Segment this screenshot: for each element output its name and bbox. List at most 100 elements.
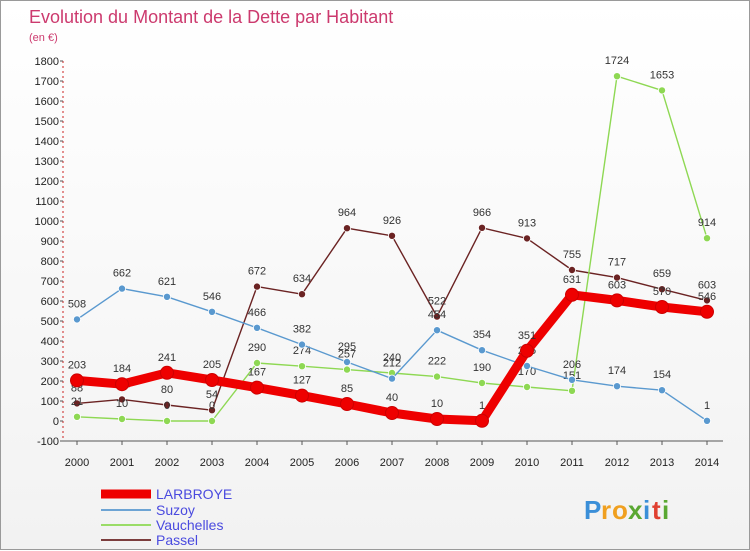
y-tick-label: 100 [41,396,59,408]
data-point-larbroye [70,373,84,388]
data-label-passel: 634 [293,273,311,285]
data-point-vauchelles [342,365,351,374]
data-label-suzoy: 662 [113,268,131,280]
y-tick-label: 500 [41,316,59,328]
x-tick-label: 2006 [335,457,359,469]
data-label-suzoy: 382 [293,324,311,336]
data-label-vauchelles: 222 [428,356,446,368]
data-label-vauchelles: 1653 [650,69,674,81]
data-label-vauchelles: 914 [698,217,716,229]
data-point-larbroye [115,377,129,392]
y-tick-label: 1300 [35,156,59,168]
data-point-suzoy [73,315,82,324]
data-label-larbroye: 631 [563,274,581,286]
x-tick-label: 2008 [425,457,449,469]
y-tick-label: 900 [41,236,59,248]
data-point-vauchelles [568,386,577,395]
data-point-suzoy [342,357,351,366]
data-point-larbroye [385,406,399,420]
data-point-vauchelles [297,362,306,371]
data-point-passel [118,395,127,404]
data-point-passel [342,224,351,233]
data-point-vauchelles [162,416,171,425]
axes-group: -100010020030040050060070080090010001100… [35,56,723,469]
data-point-vauchelles [523,382,532,391]
data-point-passel [387,231,396,240]
data-label-passel: 913 [518,217,536,229]
x-tick-label: 2001 [110,457,134,469]
data-point-vauchelles [207,416,216,425]
data-label-suzoy: 621 [158,276,176,288]
data-label-larbroye: 205 [203,359,221,371]
data-label-suzoy: 546 [203,291,221,303]
data-point-passel [703,296,712,305]
data-point-passel [658,285,667,294]
data-point-vauchelles [703,234,712,243]
data-label-larbroye: 603 [608,279,626,291]
data-label-larbroye: 203 [68,359,86,371]
data-label-suzoy: 154 [653,369,671,381]
legend-label-passel: Passel [156,532,198,548]
data-label-vauchelles: 1724 [605,55,629,67]
x-tick-label: 2005 [290,457,314,469]
data-label-suzoy: 508 [68,298,86,310]
y-tick-label: 1200 [35,176,59,188]
x-tick-label: 2004 [245,457,269,469]
data-label-vauchelles: 290 [248,342,266,354]
data-point-larbroye [160,365,174,380]
data-label-larbroye: 1 [479,400,485,412]
data-point-larbroye [565,287,579,302]
data-point-suzoy [432,326,441,335]
y-tick-label: 200 [41,376,59,388]
data-point-vauchelles [477,378,486,387]
logo-letter: i [643,495,650,525]
data-label-larbroye: 351 [518,330,536,342]
logo-letter: r [601,495,611,525]
x-tick-label: 2003 [200,457,224,469]
data-point-suzoy [297,340,306,349]
data-point-passel [523,234,532,243]
data-label-vauchelles: 257 [338,349,356,361]
data-point-vauchelles [252,358,261,367]
data-label-passel: 755 [563,249,581,261]
series-suzoy: 5086626215464663822952124543542752061741… [68,268,712,425]
x-tick-label: 2012 [605,457,629,469]
data-point-suzoy [252,323,261,332]
data-label-larbroye: 546 [698,291,716,303]
x-tick-label: 2000 [65,457,89,469]
data-point-suzoy [613,382,622,391]
data-point-passel [613,273,622,282]
y-tick-label: 1600 [35,96,59,108]
y-tick-label: 800 [41,256,59,268]
chart-unit-label: (en €) [29,32,58,44]
logo-letter: t [652,495,661,525]
data-label-passel: 80 [161,384,173,396]
x-tick-label: 2009 [470,457,494,469]
x-tick-label: 2007 [380,457,404,469]
data-label-passel: 659 [653,268,671,280]
data-point-larbroye [475,413,489,428]
data-label-larbroye: 40 [386,392,398,404]
x-tick-label: 2013 [650,457,674,469]
data-point-larbroye [520,343,534,358]
data-label-vauchelles: 0 [164,400,170,412]
data-point-vauchelles [73,412,82,421]
data-label-passel: 717 [608,257,626,269]
y-tick-label: 1500 [35,116,59,128]
data-label-suzoy: 466 [248,307,266,319]
data-point-larbroye [295,388,309,403]
data-label-larbroye: 85 [341,383,353,395]
data-label-passel: 964 [338,207,356,219]
x-tick-label: 2014 [695,457,719,469]
data-point-passel [162,400,171,409]
data-label-suzoy: 1 [704,400,710,412]
data-point-suzoy [387,374,396,383]
data-label-suzoy: 454 [428,309,446,321]
data-label-passel: 926 [383,215,401,227]
data-label-larbroye: 10 [431,398,443,410]
